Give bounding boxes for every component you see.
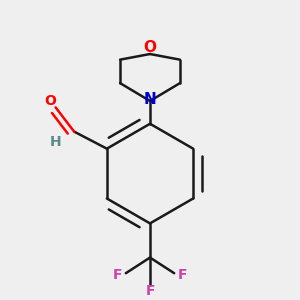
Text: F: F xyxy=(177,268,187,282)
Text: O: O xyxy=(143,40,157,55)
Text: F: F xyxy=(113,268,123,282)
Text: N: N xyxy=(144,92,156,107)
Text: O: O xyxy=(45,94,56,108)
Text: F: F xyxy=(145,284,155,298)
Text: H: H xyxy=(50,135,62,148)
